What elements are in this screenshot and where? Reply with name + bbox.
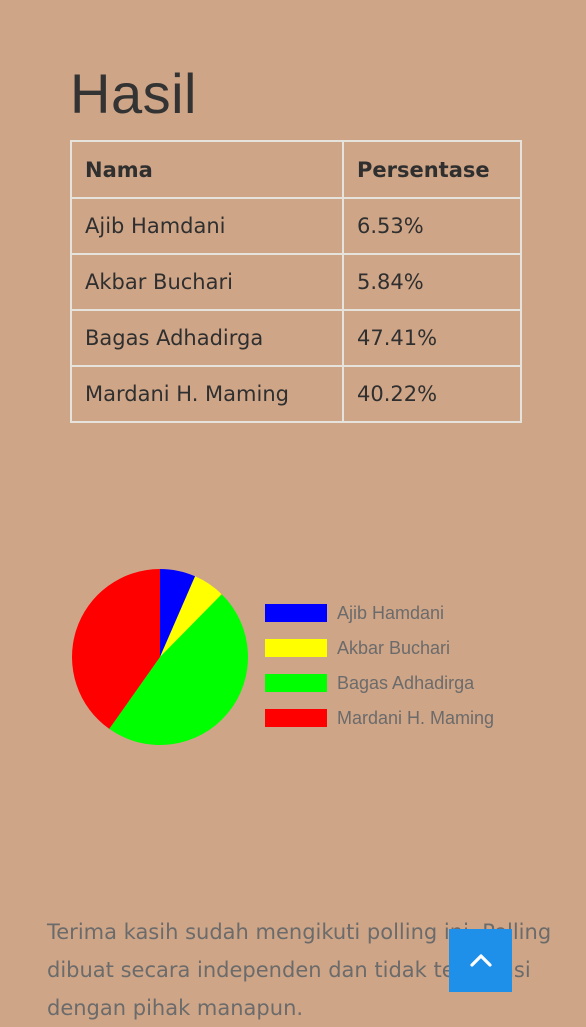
table-row: Bagas Adhadirga 47.41% [70,309,522,367]
candidate-percentage: 47.41% [342,309,522,367]
legend-label: Akbar Buchari [337,638,450,658]
legend-label: Mardani H. Maming [337,708,494,728]
pie-slice [71,569,160,729]
candidate-percentage: 5.84% [342,253,522,311]
results-table: Nama Persentase Ajib Hamdani 6.53% Akbar… [70,140,522,423]
candidate-name: Mardani H. Maming [70,365,344,423]
legend-label: Bagas Adhadirga [337,673,475,693]
pie-chart-svg: Ajib Hamdani Akbar Buchari Bagas Adhadirga… [71,569,494,746]
legend-swatch [265,709,327,727]
candidate-name: Bagas Adhadirga [70,309,344,367]
back-to-top-button[interactable] [449,929,512,992]
table-row: Mardani H. Maming 40.22% [70,365,522,423]
legend-swatch [265,604,327,622]
candidate-name: Akbar Buchari [70,253,344,311]
pie-slice [160,576,222,657]
chevron-up-icon [469,953,492,967]
pie-chart: Ajib Hamdani Akbar Buchari Bagas Adhadirga… [60,555,530,755]
table-header-row: Nama Persentase [70,140,522,199]
column-header-percentage: Persentase [342,140,522,199]
pie-slices [71,569,249,746]
pie-slice [109,594,249,746]
column-header-name: Nama [70,140,344,199]
candidate-percentage: 6.53% [342,197,522,255]
table-row: Ajib Hamdani 6.53% [70,197,522,255]
page-title: Hasil [70,62,197,125]
pie-slice [160,569,196,657]
candidate-name: Ajib Hamdani [70,197,344,255]
table-row: Akbar Buchari 5.84% [70,253,522,311]
legend-label: Ajib Hamdani [337,603,444,623]
legend-swatch [265,674,327,692]
chart-legend: Ajib Hamdani Akbar Buchari Bagas Adhadirga… [265,603,494,728]
candidate-percentage: 40.22% [342,365,522,423]
legend-swatch [265,639,327,657]
